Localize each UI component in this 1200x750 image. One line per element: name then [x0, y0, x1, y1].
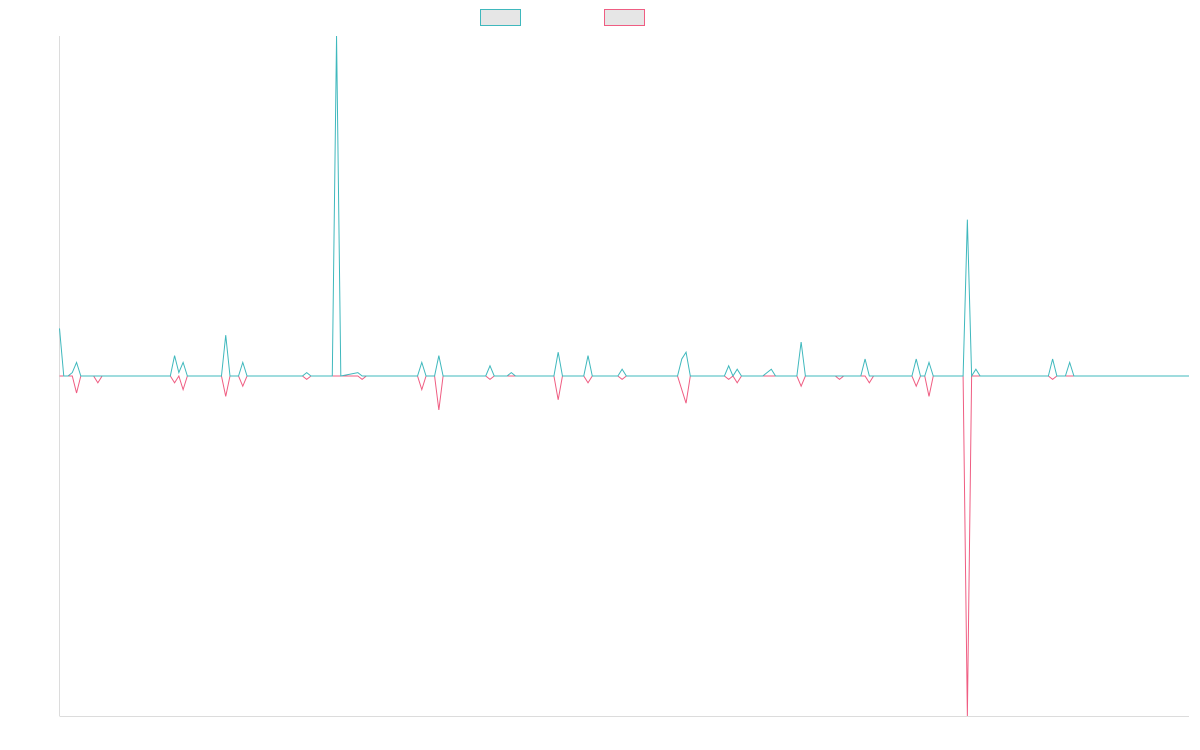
chart-legend — [480, 9, 645, 26]
series-line-2 — [59, 374, 1189, 717]
legend-swatch-1[interactable] — [480, 9, 521, 26]
series-line-1 — [59, 35, 1189, 378]
legend-swatch-2[interactable] — [604, 9, 645, 26]
series-layer — [59, 35, 1189, 717]
